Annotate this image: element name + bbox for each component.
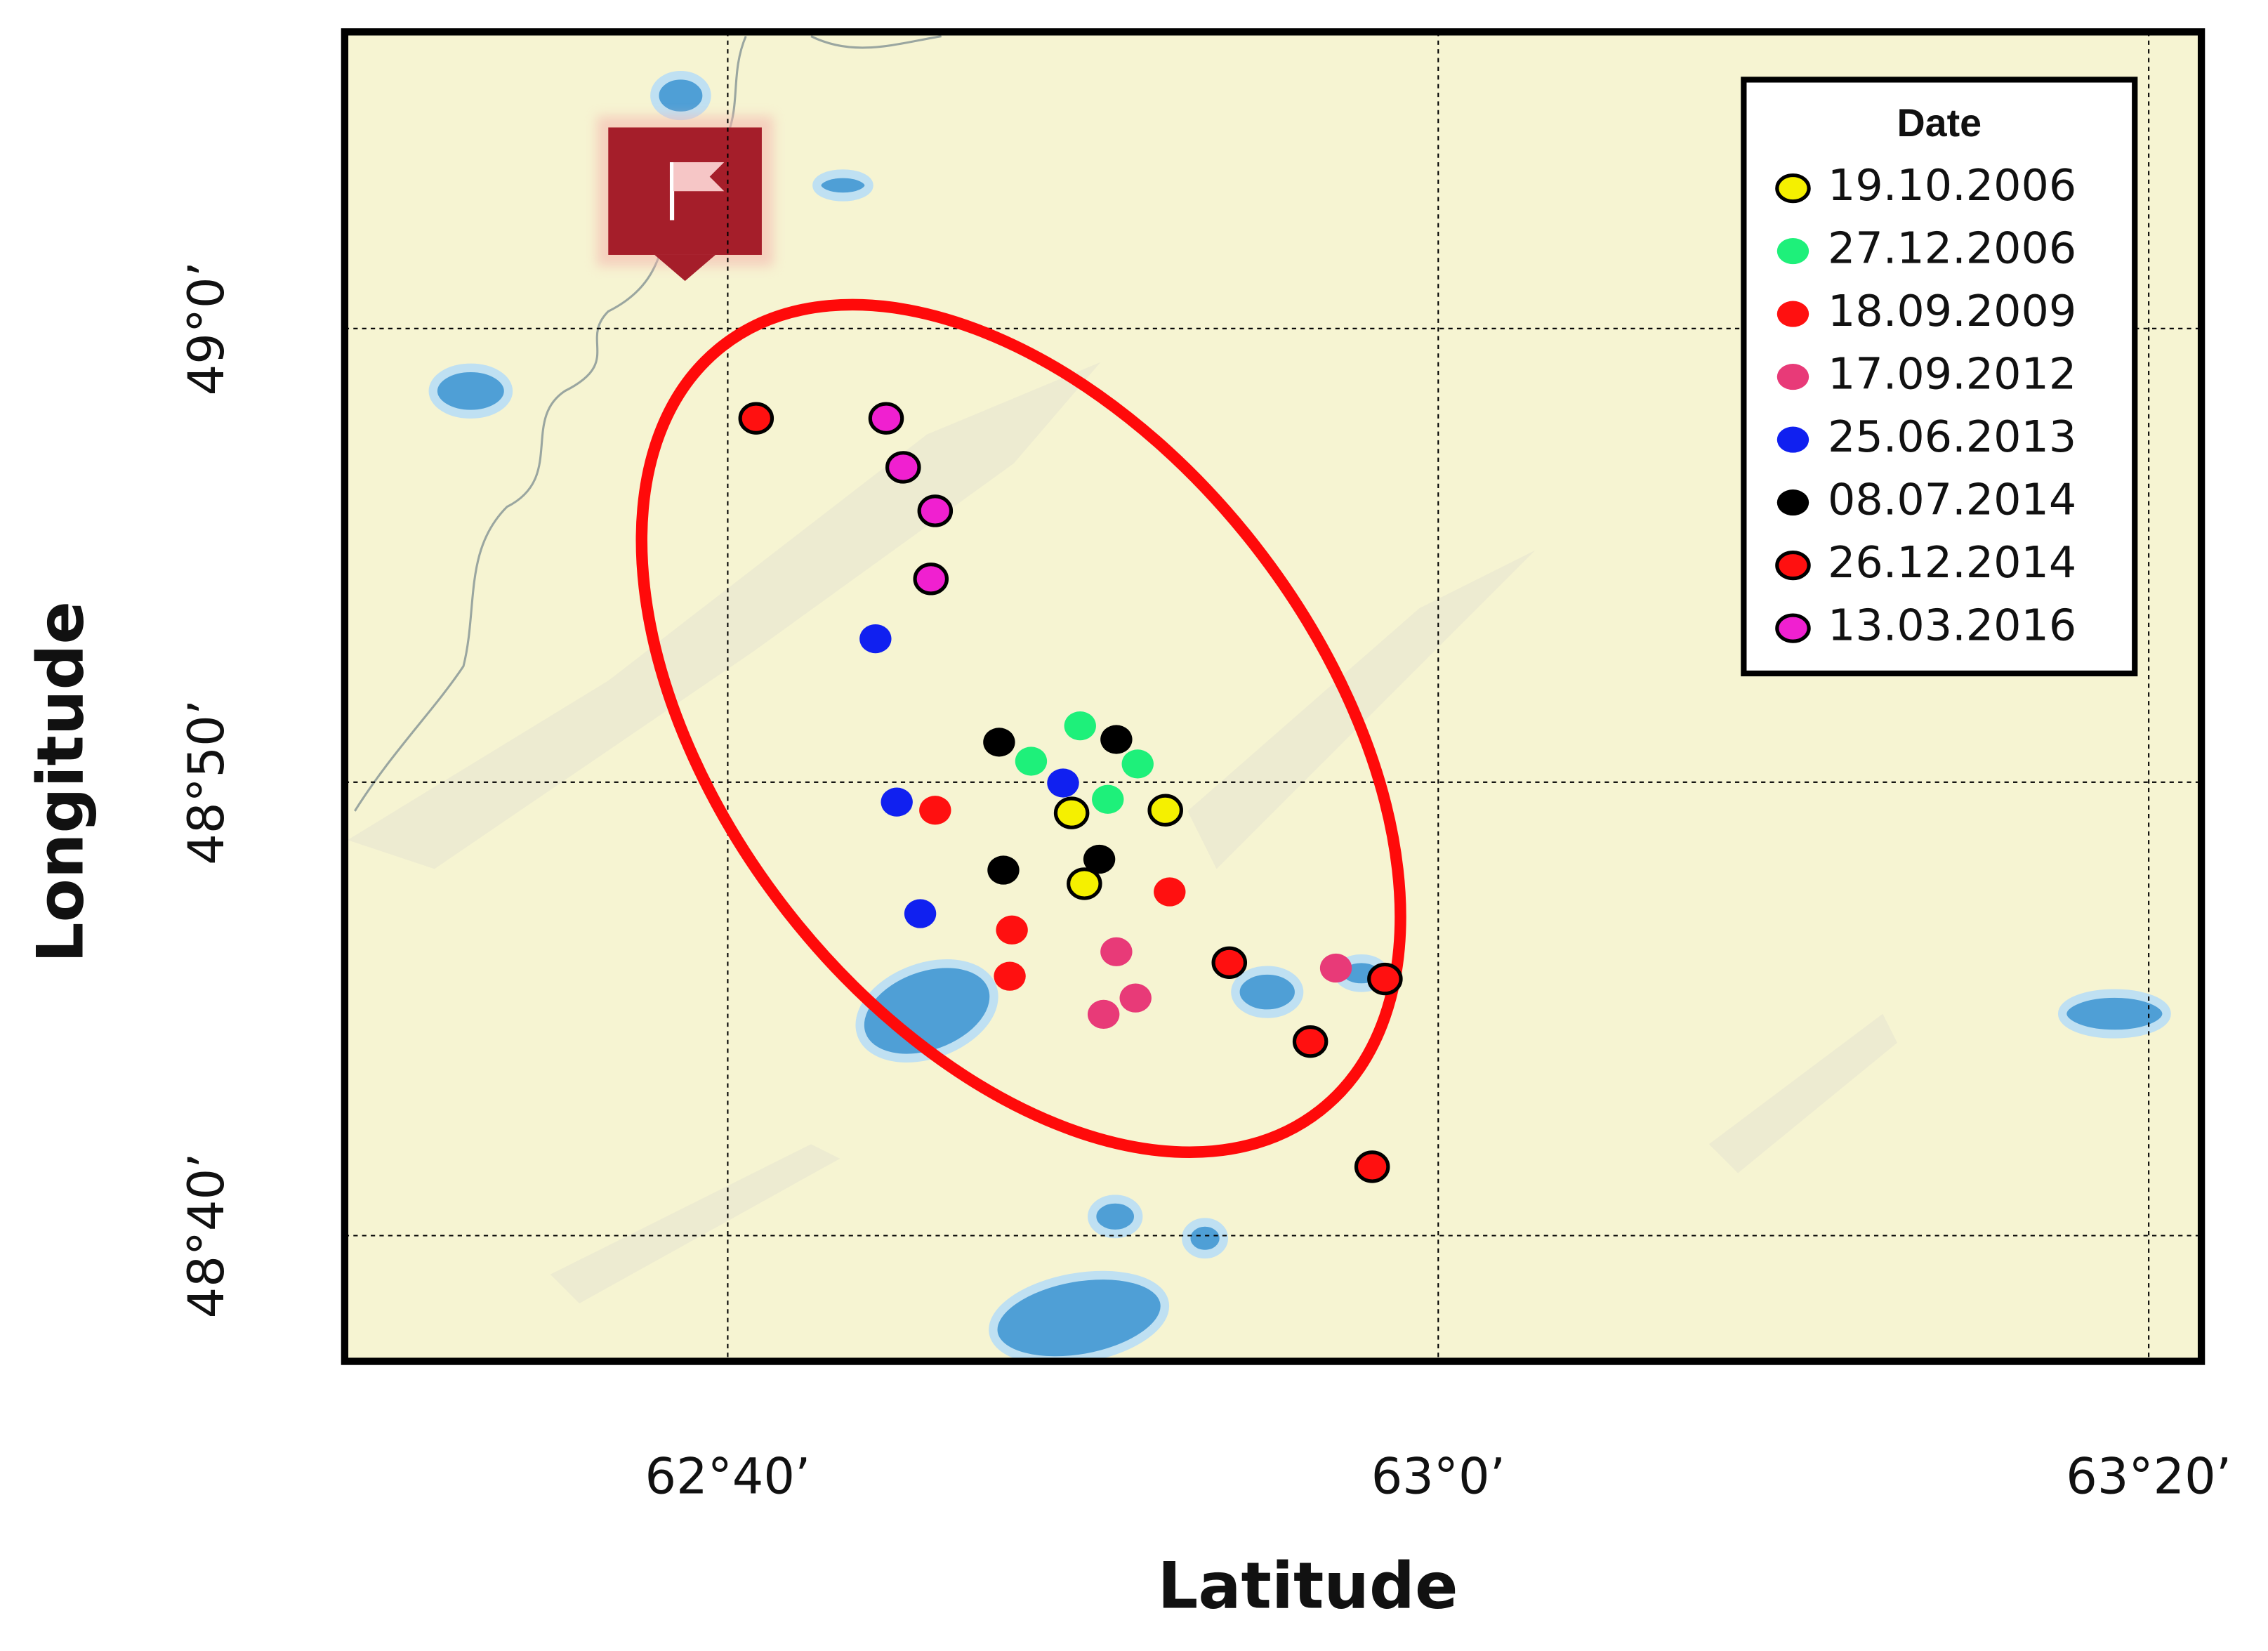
data-point — [885, 451, 921, 484]
legend-marker — [1775, 550, 1811, 581]
legend-label: 26.12.2014 — [1828, 537, 2076, 588]
plot-border — [341, 28, 2206, 1365]
highlight-ellipse — [635, 298, 1406, 1159]
data-point — [996, 915, 1028, 945]
data-point — [1047, 768, 1079, 798]
data-point — [738, 402, 774, 435]
data-point — [868, 402, 904, 435]
data-point — [913, 563, 949, 596]
river — [810, 35, 942, 49]
data-point — [1319, 953, 1352, 983]
legend-box — [1741, 77, 2138, 677]
data-point — [1015, 746, 1048, 776]
legend-marker — [1776, 364, 1809, 390]
legend-label: 08.07.2014 — [1828, 475, 2076, 525]
data-point — [1292, 1025, 1329, 1058]
data-point — [1083, 844, 1116, 874]
x-axis-title: Latitude — [1158, 1549, 1458, 1623]
data-point — [859, 624, 892, 654]
data-point — [987, 855, 1020, 885]
y-tick-label: 48°50’ — [178, 699, 235, 865]
legend-label: 18.09.2009 — [1828, 286, 2076, 336]
x-tick-label: 63°20’ — [2066, 1448, 2231, 1506]
legend: Date 19.10.2006 27.12.2006 18.09.2009 17.09… — [1741, 77, 2138, 677]
legend-label: 19.10.2006 — [1828, 160, 2076, 211]
data-point — [1147, 794, 1183, 827]
data-point — [1367, 962, 1403, 996]
data-point — [1053, 796, 1090, 829]
legend-marker — [1775, 173, 1811, 204]
legend-label: 27.12.2006 — [1828, 223, 2076, 274]
y-tick-label: 49°0’ — [178, 261, 235, 395]
lakes — [428, 71, 2171, 1362]
legend-marker — [1776, 238, 1809, 265]
data-point — [919, 796, 951, 825]
x-tick-label: 62°40’ — [645, 1448, 811, 1506]
data-point — [1067, 867, 1102, 900]
data-point — [1100, 725, 1133, 754]
location-marker — [596, 115, 774, 282]
data-point — [1211, 946, 1248, 979]
data-point — [1087, 999, 1120, 1030]
data-point — [1100, 937, 1133, 966]
data-point — [983, 728, 1015, 757]
legend-title: Date — [1897, 101, 1982, 145]
data-point — [1092, 784, 1124, 814]
legend-label: 17.09.2012 — [1828, 349, 2076, 400]
data-point — [881, 787, 913, 817]
legend-marker — [1776, 426, 1809, 453]
data-point — [994, 961, 1026, 991]
legend-marker — [1776, 489, 1809, 516]
legend-marker — [1776, 301, 1809, 327]
y-axis-title: Longitude — [25, 601, 98, 963]
x-tick-label: 63°0’ — [1371, 1448, 1505, 1506]
data-point — [1354, 1150, 1390, 1183]
legend-label: 25.06.2013 — [1828, 412, 2076, 462]
data-point — [1064, 711, 1096, 741]
legend-label: 13.03.2016 — [1828, 600, 2076, 651]
data-point — [917, 494, 954, 527]
data-point — [1119, 983, 1152, 1013]
data-point — [1154, 877, 1186, 907]
data-point — [904, 899, 937, 928]
data-point — [1121, 749, 1154, 779]
y-tick-label: 48°40’ — [178, 1153, 235, 1319]
legend-marker — [1775, 613, 1811, 643]
points — [738, 402, 1403, 1183]
terrain — [348, 362, 1897, 1304]
